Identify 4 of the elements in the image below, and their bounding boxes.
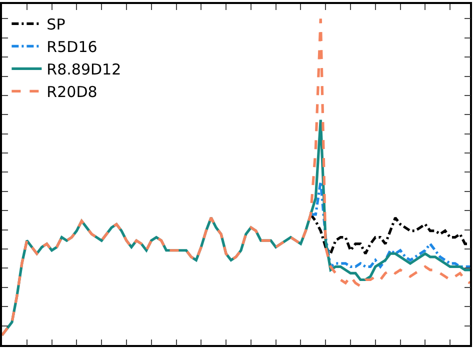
legend-label: SP <box>46 16 66 34</box>
legend-label: R5D16 <box>46 38 98 56</box>
legend-label: R8.89D12 <box>46 60 122 79</box>
legend-label: R20D8 <box>46 83 98 102</box>
